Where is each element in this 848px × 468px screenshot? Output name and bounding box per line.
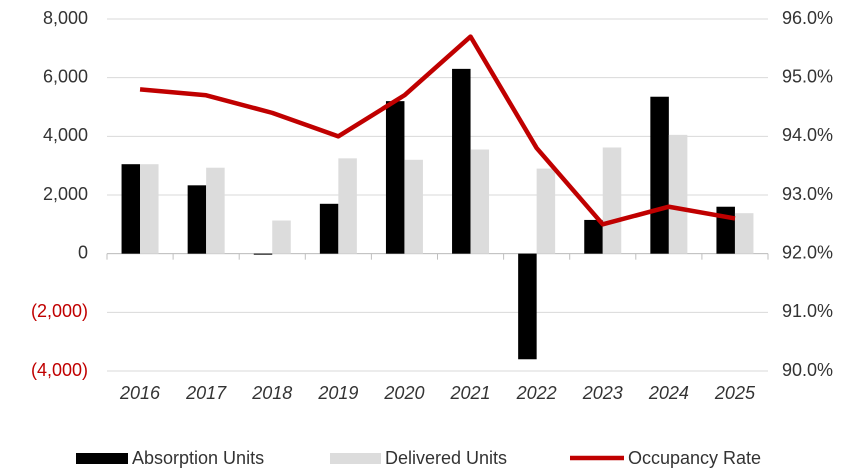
bar xyxy=(385,101,405,254)
bar xyxy=(272,220,291,254)
bar xyxy=(584,219,603,254)
bar xyxy=(536,168,556,254)
bar xyxy=(518,253,537,360)
y-tick-label: 6,000 xyxy=(43,66,88,86)
bar xyxy=(338,158,357,254)
x-tick-label: 2020 xyxy=(383,383,424,403)
line xyxy=(139,34,736,227)
y-tick-label: 0 xyxy=(78,242,88,262)
bar xyxy=(253,253,273,255)
bar xyxy=(206,167,225,254)
x-tick-label: 2019 xyxy=(317,383,358,403)
y2-tick-label: 96.0% xyxy=(782,8,833,28)
bar xyxy=(668,134,688,254)
legend-label: Occupancy Rate xyxy=(628,448,761,468)
bar xyxy=(187,185,207,254)
x-tick-label: 2022 xyxy=(516,383,557,403)
y2-tick-label: 90.0% xyxy=(782,360,833,380)
x-tick-label: 2021 xyxy=(450,383,491,403)
bar xyxy=(452,68,471,254)
bar xyxy=(404,159,423,254)
bar xyxy=(470,149,490,254)
x-tick-label: 2024 xyxy=(648,383,689,403)
y-tick-label: (2,000) xyxy=(31,301,88,321)
legend-label: Delivered Units xyxy=(385,448,507,468)
bar xyxy=(140,164,159,254)
y-tick-label: 8,000 xyxy=(43,8,88,28)
y-tick-label: 4,000 xyxy=(43,125,88,145)
y2-tick-label: 95.0% xyxy=(782,66,833,86)
x-tick-label: 2016 xyxy=(119,383,161,403)
bar xyxy=(121,164,141,254)
bar xyxy=(602,147,622,254)
legend-label: Absorption Units xyxy=(132,448,264,468)
bar xyxy=(650,96,669,254)
y2-tick-label: 93.0% xyxy=(782,184,833,204)
bar xyxy=(319,203,339,254)
x-tick-label: 2025 xyxy=(714,383,756,403)
bar xyxy=(734,213,754,254)
x-tick-label: 2023 xyxy=(582,383,623,403)
legend-swatch xyxy=(330,453,381,464)
y-tick-label: 2,000 xyxy=(43,184,88,204)
y-tick-label: (4,000) xyxy=(31,360,88,380)
x-tick-label: 2018 xyxy=(251,383,292,403)
y2-tick-label: 94.0% xyxy=(782,125,833,145)
legend-swatch xyxy=(76,453,128,464)
y2-tick-label: 92.0% xyxy=(782,242,833,262)
x-tick-label: 2017 xyxy=(185,383,227,403)
y2-tick-label: 91.0% xyxy=(782,301,833,321)
